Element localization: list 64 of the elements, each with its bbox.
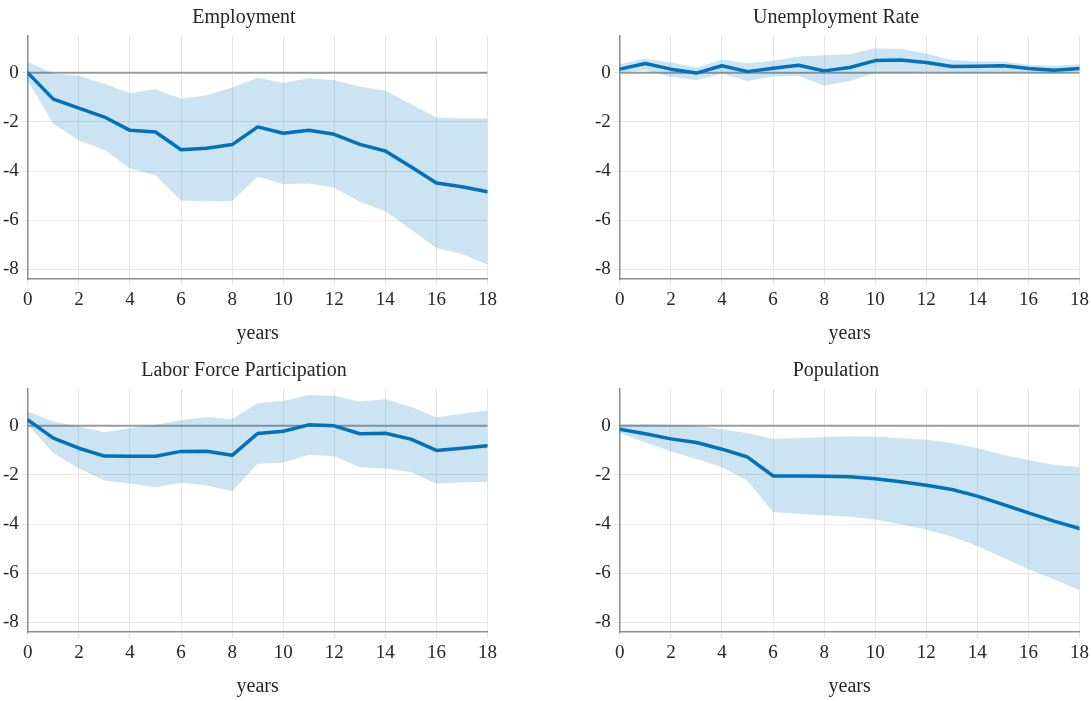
chart-title: Labor Force Participation [141,358,347,382]
x-tick-label: 16 [1018,287,1038,309]
y-tick-label: -6 [595,208,611,230]
x-tick-label: 2 [74,287,84,309]
x-tick-label: 6 [176,640,186,662]
y-tick-label: -8 [595,610,611,632]
y-tick-label: 0 [601,60,611,82]
y-tick-label: -6 [595,561,611,583]
x-tick-label: 18 [1070,640,1089,662]
x-tick-label: 6 [768,640,778,662]
x-axis-title: years [828,674,871,698]
x-tick-label: 2 [666,640,676,662]
x-tick-label: 14 [967,640,988,662]
x-tick-label: 8 [227,640,237,662]
x-tick-label: 2 [74,640,84,662]
x-tick-label: 16 [426,287,446,309]
x-tick-label: 4 [717,640,728,662]
x-tick-label: 6 [768,287,778,309]
x-tick-label: 4 [125,640,136,662]
x-tick-label: 6 [176,287,186,309]
chart-title: Population [792,358,880,382]
x-tick-label: 10 [865,640,885,662]
y-tick-label: -8 [3,257,19,279]
y-tick-label: 0 [9,413,19,435]
y-tick-label: 0 [9,60,19,82]
y-tick-label: -4 [595,512,612,534]
y-tick-label: -8 [595,257,611,279]
x-tick-label: 8 [227,287,237,309]
x-tick-label: 16 [426,640,446,662]
x-axis-title: years [236,321,279,345]
y-tick-label: -2 [3,109,19,131]
y-tick-label: -8 [3,610,19,632]
x-tick-label: 4 [717,287,728,309]
x-tick-label: 14 [375,287,396,309]
y-tick-label: -6 [3,561,19,583]
x-axis-title: years [828,321,871,345]
y-tick-label: -6 [3,208,19,230]
x-tick-label: 12 [324,287,344,309]
x-tick-label: 4 [125,287,136,309]
y-tick-label: -2 [595,462,611,484]
x-tick-label: 18 [478,640,497,662]
x-tick-label: 18 [1070,287,1089,309]
y-tick-label: 0 [601,413,611,435]
x-tick-label: 8 [819,287,829,309]
x-tick-label: 14 [967,287,988,309]
y-tick-label: -4 [595,159,612,181]
x-tick-label: 12 [916,640,936,662]
x-tick-label: 10 [273,287,293,309]
x-tick-label: 12 [916,287,936,309]
chart-title: Employment [192,5,297,29]
x-tick-label: 2 [666,287,676,309]
chart-title: Unemployment Rate [752,5,920,29]
x-tick-label: 18 [478,287,497,309]
x-tick-label: 8 [819,640,829,662]
x-tick-label: 12 [324,640,344,662]
x-tick-label: 14 [375,640,396,662]
y-tick-label: -2 [595,109,611,131]
x-tick-label: 10 [865,287,885,309]
x-tick-label: 10 [273,640,293,662]
y-tick-label: -4 [3,512,20,534]
y-tick-label: -2 [3,462,19,484]
y-tick-label: -4 [3,159,20,181]
x-tick-label: 16 [1018,640,1038,662]
x-axis-title: years [236,674,279,698]
